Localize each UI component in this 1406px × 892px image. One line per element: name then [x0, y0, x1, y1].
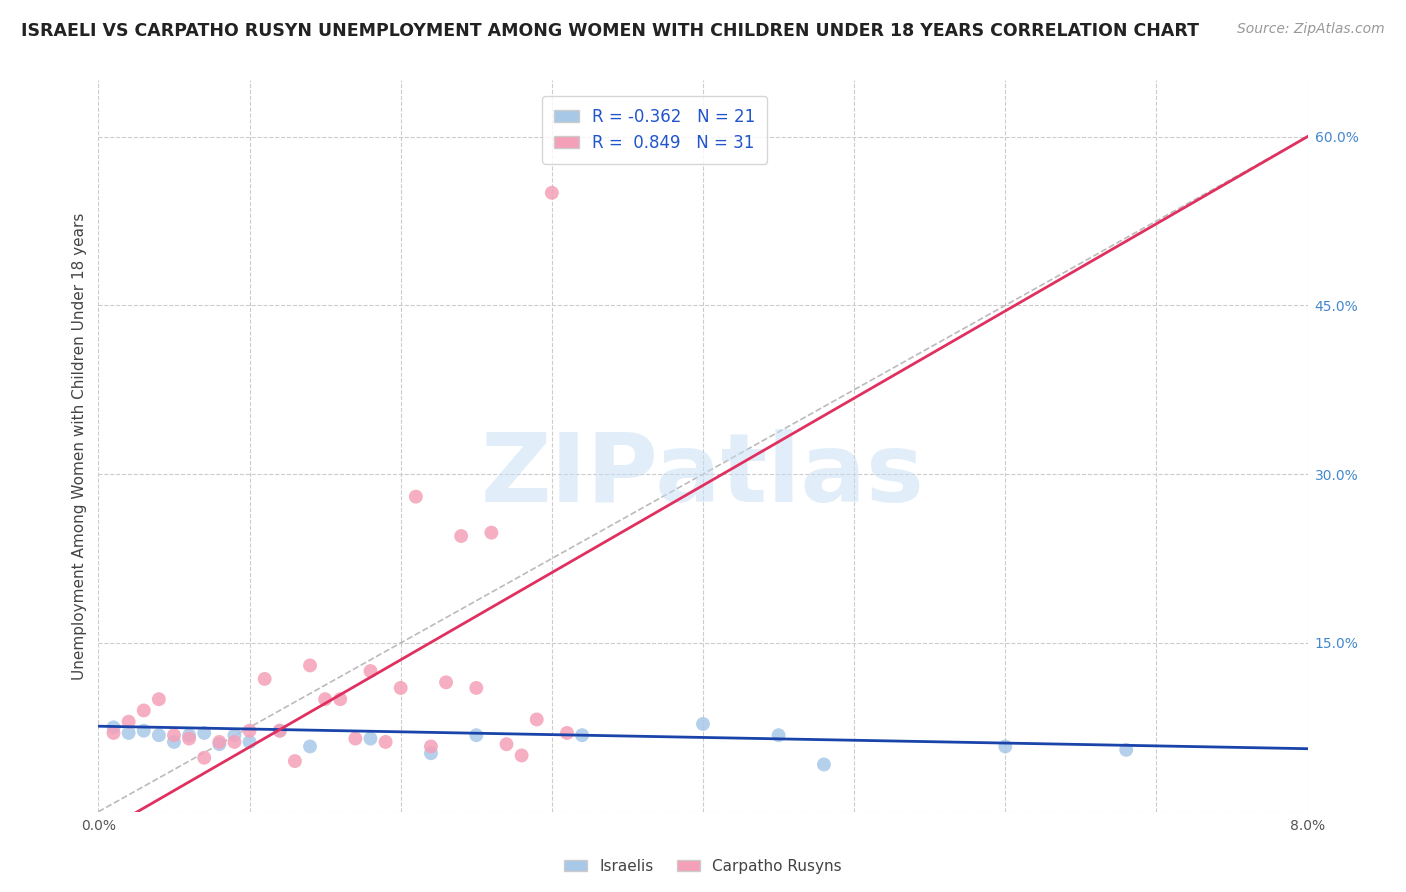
Point — [208, 735, 231, 749]
Point — [299, 658, 322, 673]
Point — [420, 746, 443, 760]
Point — [465, 728, 488, 742]
Point — [132, 703, 155, 717]
Point — [405, 490, 427, 504]
Point — [132, 723, 155, 738]
Point — [450, 529, 472, 543]
Point — [118, 726, 141, 740]
Point — [374, 735, 396, 749]
Point — [148, 728, 170, 742]
Point — [420, 739, 443, 754]
Point — [389, 681, 412, 695]
Point — [269, 723, 291, 738]
Point — [1115, 743, 1137, 757]
Text: Source: ZipAtlas.com: Source: ZipAtlas.com — [1237, 22, 1385, 37]
Point — [284, 754, 307, 768]
Point — [481, 525, 503, 540]
Point — [314, 692, 336, 706]
Legend: Israelis, Carpatho Rusyns: Israelis, Carpatho Rusyns — [558, 853, 848, 880]
Point — [434, 675, 457, 690]
Point — [179, 731, 201, 746]
Point — [118, 714, 141, 729]
Point — [224, 735, 246, 749]
Point — [163, 728, 186, 742]
Point — [193, 726, 215, 740]
Text: ZIPatlas: ZIPatlas — [481, 429, 925, 522]
Point — [239, 723, 262, 738]
Point — [813, 757, 835, 772]
Point — [299, 739, 322, 754]
Point — [224, 728, 246, 742]
Point — [465, 681, 488, 695]
Point — [571, 728, 593, 742]
Point — [163, 735, 186, 749]
Point — [179, 728, 201, 742]
Point — [540, 186, 562, 200]
Point — [103, 720, 125, 734]
Y-axis label: Unemployment Among Women with Children Under 18 years: Unemployment Among Women with Children U… — [72, 212, 87, 680]
Point — [526, 713, 548, 727]
Point — [692, 717, 714, 731]
Point — [329, 692, 352, 706]
Point — [193, 750, 215, 764]
Point — [239, 735, 262, 749]
Text: ISRAELI VS CARPATHO RUSYN UNEMPLOYMENT AMONG WOMEN WITH CHILDREN UNDER 18 YEARS : ISRAELI VS CARPATHO RUSYN UNEMPLOYMENT A… — [21, 22, 1199, 40]
Point — [495, 737, 517, 751]
Point — [269, 723, 291, 738]
Point — [768, 728, 790, 742]
Point — [344, 731, 367, 746]
Point — [103, 726, 125, 740]
Point — [360, 664, 382, 678]
Point — [994, 739, 1017, 754]
Point — [555, 726, 578, 740]
Legend: R = -0.362   N = 21, R =  0.849   N = 31: R = -0.362 N = 21, R = 0.849 N = 31 — [543, 96, 768, 163]
Point — [360, 731, 382, 746]
Point — [510, 748, 533, 763]
Point — [208, 737, 231, 751]
Point — [148, 692, 170, 706]
Point — [253, 672, 276, 686]
